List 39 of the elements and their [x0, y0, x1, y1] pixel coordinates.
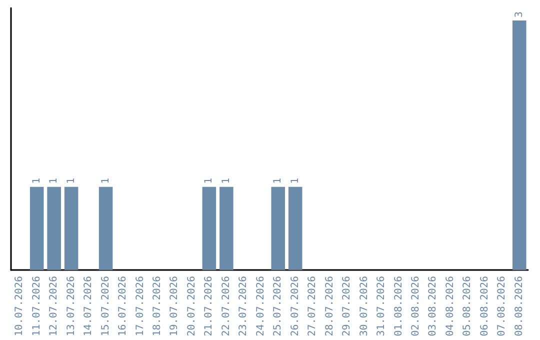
- x-tick-label: 02.08.2026: [410, 276, 422, 336]
- x-tick-label: 18.07.2026: [152, 276, 163, 336]
- x-tick-label: 05.08.2026: [462, 276, 474, 336]
- x-tick-label: 25.07.2026: [272, 276, 284, 336]
- x-tick-label: 20.07.2026: [186, 276, 198, 336]
- x-tick-label: 21.07.2026: [204, 276, 215, 336]
- x-tick-label: 13.07.2026: [66, 276, 77, 336]
- data-label: 3: [514, 11, 525, 18]
- x-tick-label: 30.07.2026: [358, 276, 370, 336]
- x-tick-label: 26.07.2026: [290, 276, 301, 336]
- x-tick-label: 14.07.2026: [83, 276, 94, 336]
- x-tick-label: 03.08.2026: [428, 276, 439, 336]
- x-tick-label: 10.07.2026: [14, 276, 26, 336]
- x-tick-label: 11.07.2026: [31, 276, 42, 336]
- x-tick-label: 24.07.2026: [255, 276, 266, 336]
- x-tick-label: 28.07.2026: [324, 276, 336, 336]
- x-tick-label: 27.07.2026: [307, 276, 318, 336]
- x-tick-label: 22.07.2026: [220, 276, 232, 336]
- x-tick-label: 19.07.2026: [169, 276, 180, 336]
- x-tick-label: 08.08.2026: [514, 276, 525, 336]
- data-label: 1: [204, 178, 215, 184]
- data-label: 1: [48, 178, 60, 184]
- x-tick-label: 07.08.2026: [496, 276, 508, 336]
- x-tick-label: 29.07.2026: [342, 276, 353, 336]
- x-tick-label: 16.07.2026: [118, 276, 129, 336]
- data-label: 1: [290, 178, 301, 184]
- data-label: 1: [66, 178, 77, 184]
- data-label: 1: [220, 178, 232, 184]
- x-tick-label: 01.08.2026: [393, 276, 404, 336]
- data-label: 1: [100, 178, 112, 184]
- data-label: 1: [272, 178, 284, 184]
- x-tick-label: 12.07.2026: [48, 276, 60, 336]
- x-tick-label: 04.08.2026: [444, 276, 456, 336]
- x-tick-label: 31.07.2026: [376, 276, 388, 336]
- x-tick-label: 17.07.2026: [134, 276, 146, 336]
- x-tick-label: 06.08.2026: [479, 276, 490, 336]
- x-tick-label: 23.07.2026: [238, 276, 250, 336]
- data-label: 1: [31, 178, 42, 184]
- x-tick-label: 15.07.2026: [100, 276, 112, 336]
